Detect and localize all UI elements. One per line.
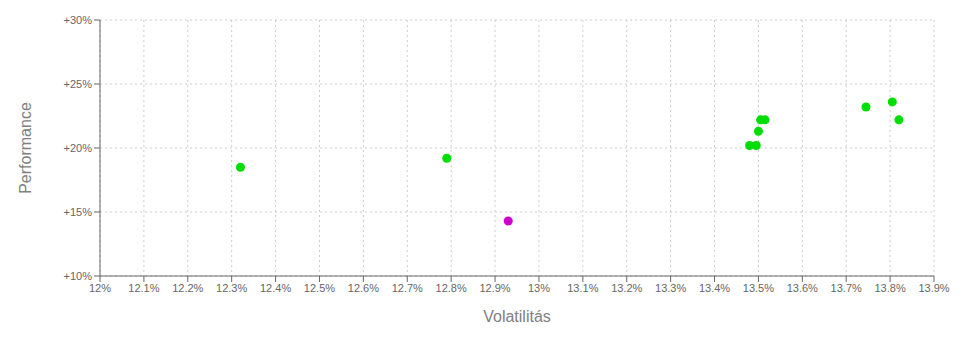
svg-text:13%: 13% (528, 282, 550, 294)
svg-text:+15%: +15% (64, 206, 93, 218)
svg-text:13.9%: 13.9% (918, 282, 949, 294)
svg-text:12.3%: 12.3% (216, 282, 247, 294)
svg-text:+30%: +30% (64, 14, 93, 26)
svg-text:13.5%: 13.5% (743, 282, 774, 294)
svg-text:13.3%: 13.3% (655, 282, 686, 294)
svg-text:12.5%: 12.5% (304, 282, 335, 294)
svg-text:12.2%: 12.2% (172, 282, 203, 294)
svg-text:13.6%: 13.6% (787, 282, 818, 294)
svg-text:12.1%: 12.1% (128, 282, 159, 294)
svg-text:12.4%: 12.4% (260, 282, 291, 294)
svg-text:12.6%: 12.6% (348, 282, 379, 294)
svg-text:12.7%: 12.7% (392, 282, 423, 294)
svg-text:13.4%: 13.4% (699, 282, 730, 294)
svg-text:12%: 12% (89, 282, 111, 294)
svg-text:+25%: +25% (64, 78, 93, 90)
svg-text:+20%: +20% (64, 142, 93, 154)
svg-text:12.9%: 12.9% (479, 282, 510, 294)
svg-text:13.7%: 13.7% (831, 282, 862, 294)
svg-text:12.8%: 12.8% (436, 282, 467, 294)
svg-text:+10%: +10% (64, 270, 93, 282)
svg-text:13.2%: 13.2% (611, 282, 642, 294)
svg-text:13.8%: 13.8% (875, 282, 906, 294)
svg-text:Performance: Performance (17, 102, 34, 194)
svg-text:Volatilitás: Volatilitás (483, 308, 551, 325)
svg-text:13.1%: 13.1% (567, 282, 598, 294)
